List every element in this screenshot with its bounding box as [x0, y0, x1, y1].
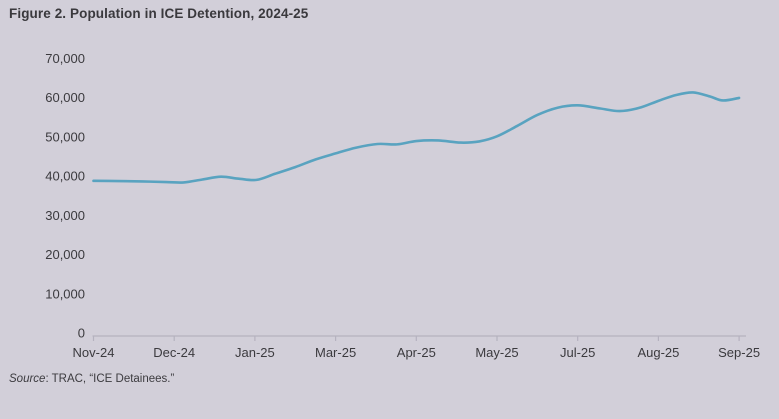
- x-tick-label: Mar-25: [315, 345, 356, 360]
- x-tick-label: Jan-25: [235, 345, 275, 360]
- y-tick-label: 40,000: [45, 169, 85, 184]
- y-tick-label: 0: [78, 326, 85, 341]
- series-line: [92, 91, 741, 184]
- x-tick-label: Nov-24: [73, 345, 115, 360]
- y-tick-label: 10,000: [45, 286, 85, 301]
- source-text: : TRAC, “ICE Detainees.”: [45, 373, 175, 385]
- x-tick-label: Aug-25: [637, 345, 679, 360]
- x-tick-label: Sep-25: [718, 345, 760, 360]
- x-tick-label: May-25: [475, 345, 518, 360]
- source-note: Source: TRAC, “ICE Detainees.”: [9, 373, 174, 385]
- source-label: Source: [9, 373, 46, 385]
- figure-title: Figure 2. Population in ICE Detention, 2…: [9, 6, 309, 21]
- y-tick-label: 70,000: [45, 51, 85, 66]
- x-tick-label: Apr-25: [397, 345, 436, 360]
- y-tick-label: 60,000: [45, 90, 85, 105]
- y-tick-label: 30,000: [45, 208, 85, 223]
- x-tick-label: Dec-24: [153, 345, 195, 360]
- x-tick-label: Jul-25: [560, 345, 595, 360]
- y-tick-label: 50,000: [45, 129, 85, 144]
- y-tick-label: 20,000: [45, 247, 85, 262]
